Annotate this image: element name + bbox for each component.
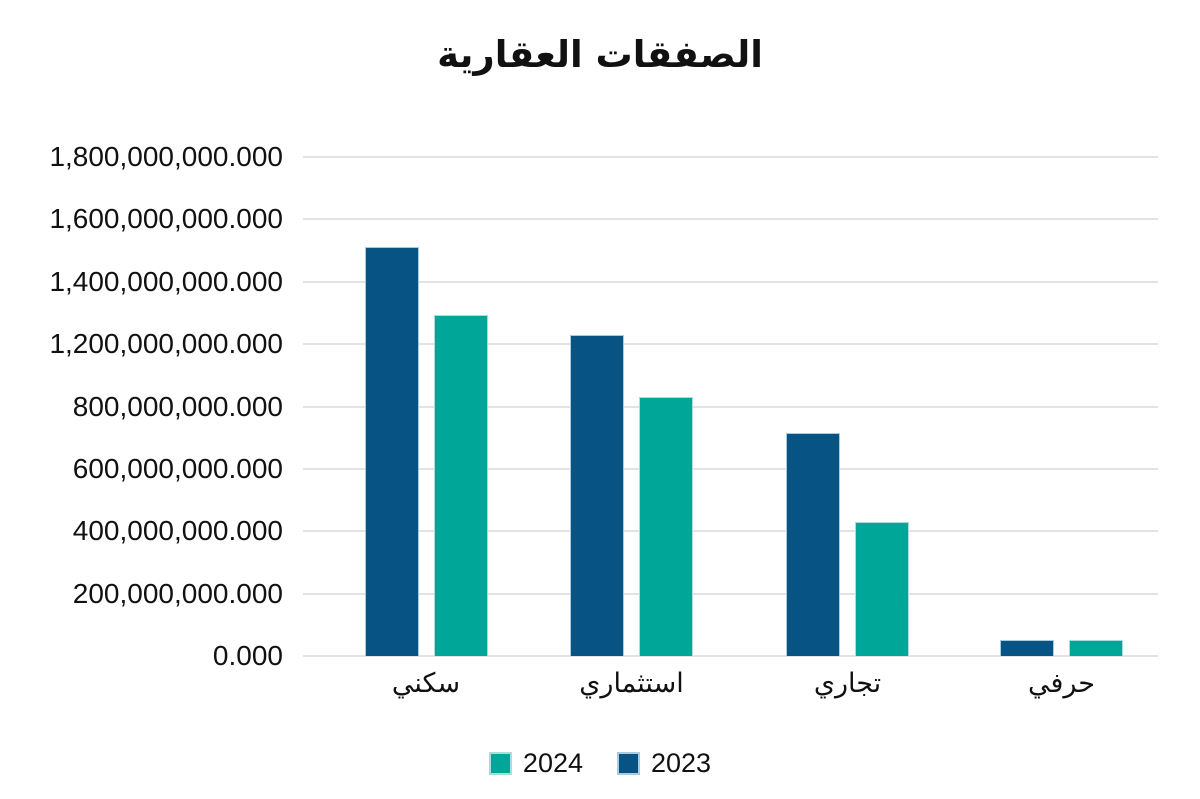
bar-2024-category-2 <box>855 521 909 656</box>
gridline <box>303 655 1158 657</box>
y-tick-label: 200,000,000.000 <box>72 577 283 609</box>
gridline <box>303 280 1158 283</box>
bar-2024-category-1 <box>639 397 693 656</box>
y-tick-label: 800,000,000.000 <box>72 390 283 422</box>
legend: 2024 2023 <box>0 749 1200 777</box>
y-tick-label: 0.000 <box>212 640 283 671</box>
y-tick-label: 1,200,000,000.000 <box>49 328 283 360</box>
bar-2024-category-0 <box>433 314 488 656</box>
legend-swatch-icon <box>488 751 512 775</box>
legend-label: 2024 <box>522 748 583 778</box>
chart-title: الصفقات العقارية <box>437 33 763 76</box>
bar-2023-category-2 <box>786 433 840 656</box>
gridline <box>303 343 1158 346</box>
legend-swatch-icon <box>617 751 640 775</box>
y-tick-label: 1,800,000,000.000 <box>49 141 283 172</box>
bar-2023-category-3 <box>1000 640 1054 656</box>
y-tick-label: 600,000,000.000 <box>72 452 283 484</box>
y-tick-label: 400,000,000.000 <box>72 515 283 547</box>
bar-2023-category-1 <box>570 334 624 656</box>
legend-item-2023: 2023 <box>617 749 711 777</box>
bar-2024-category-3 <box>1069 639 1123 656</box>
x-category-label: سكني <box>391 668 461 699</box>
legend-item-2024: 2024 <box>488 748 583 778</box>
gridline <box>303 156 1158 158</box>
x-category-label: استثماري <box>579 668 684 699</box>
y-tick-label: 1,400,000,000.000 <box>49 265 283 297</box>
legend-label: 2023 <box>651 748 712 778</box>
gridline <box>303 405 1158 408</box>
bar-2023-category-0 <box>364 247 419 656</box>
plot-area <box>303 156 1158 657</box>
gridline <box>303 530 1158 533</box>
x-category-label: تجاري <box>813 668 882 699</box>
gridline <box>303 592 1158 595</box>
gridline <box>303 467 1158 470</box>
gridline <box>303 218 1158 221</box>
x-category-label: حرفي <box>1028 668 1095 699</box>
y-tick-label: 1,600,000,000.000 <box>49 203 283 235</box>
